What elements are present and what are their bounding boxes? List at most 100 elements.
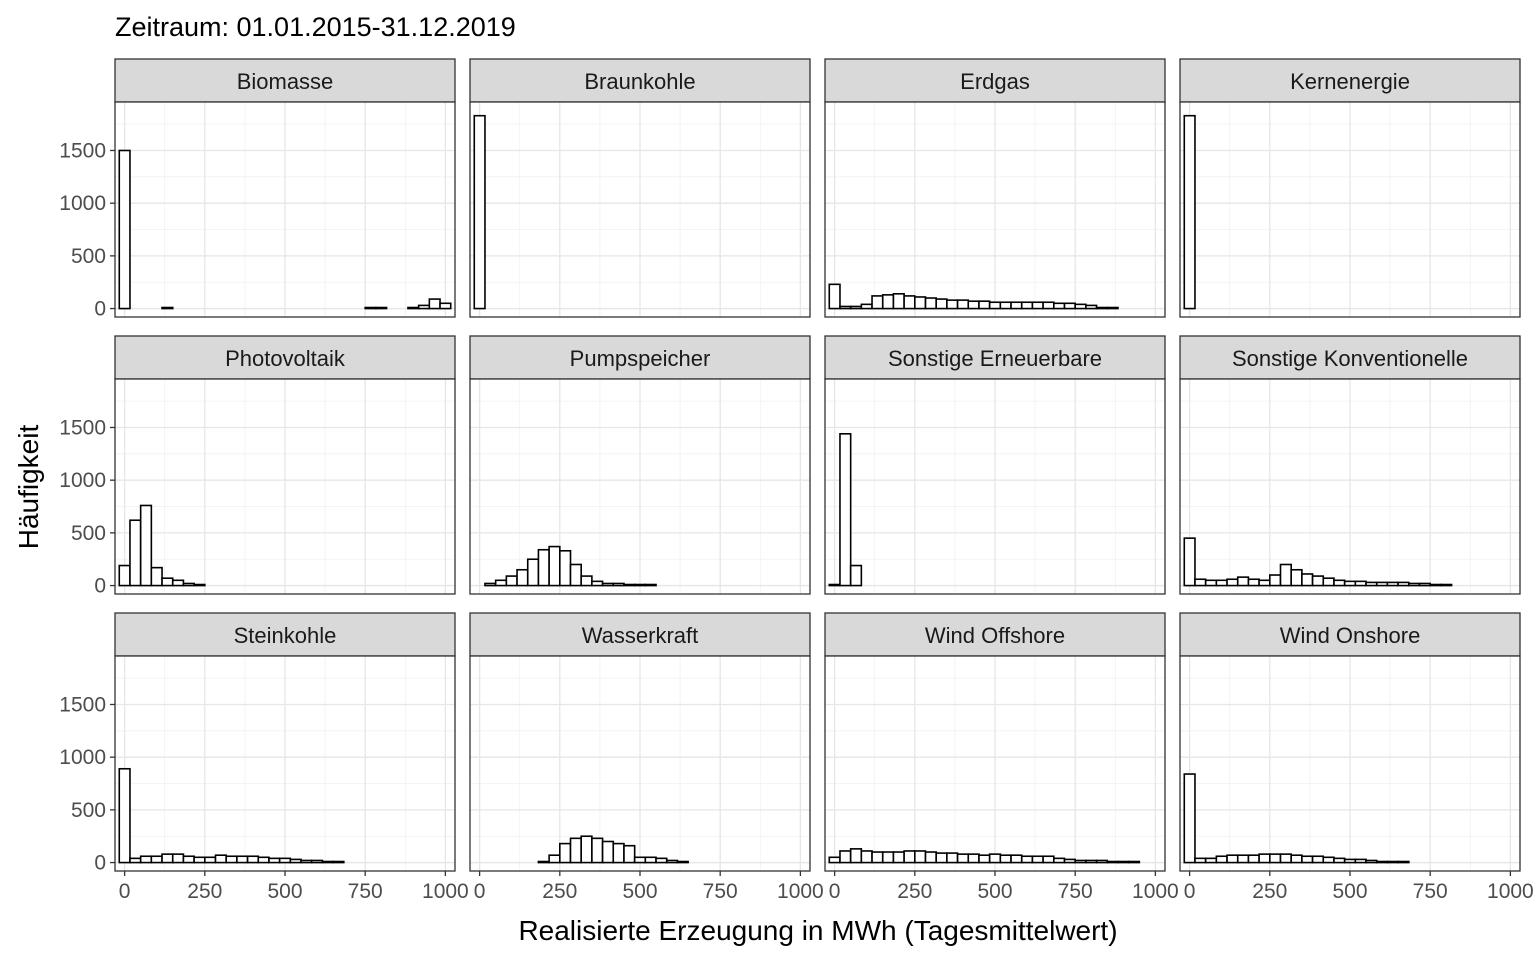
y-tick-label: 0 xyxy=(94,298,106,321)
histogram-bar xyxy=(182,855,195,864)
histogram-bar xyxy=(881,294,895,310)
histogram-bar xyxy=(839,850,852,864)
histogram-bars xyxy=(118,149,452,310)
histogram-bar xyxy=(935,852,948,864)
panel-border xyxy=(469,378,811,595)
histogram-bar xyxy=(1085,859,1098,864)
histogram-bar xyxy=(988,301,1002,310)
histogram-bars xyxy=(828,433,863,587)
histogram-bar xyxy=(1365,859,1378,864)
histogram-bar xyxy=(999,301,1012,310)
histogram-bar xyxy=(1311,855,1325,864)
histogram-bar xyxy=(924,851,937,864)
facet-label: Wind Onshore xyxy=(1280,623,1421,648)
y-tick-label: 1000 xyxy=(59,746,106,769)
histogram-bar xyxy=(1247,854,1260,864)
panel-border xyxy=(469,101,811,318)
histogram-bar xyxy=(946,852,959,864)
histogram-bar xyxy=(375,306,388,310)
histogram-bar xyxy=(1440,583,1453,587)
histogram-bar xyxy=(601,840,615,864)
facet-panel: Wasserkraft 0 250 500 750 1000 xyxy=(469,612,824,903)
histogram-bar xyxy=(1236,854,1250,864)
y-tick-label: 500 xyxy=(71,522,106,545)
y-tick-label: 0 xyxy=(94,575,106,598)
panel-border xyxy=(114,378,456,595)
histogram-bar xyxy=(1279,853,1292,864)
histogram-bar xyxy=(537,860,550,864)
y-tick-label: 1000 xyxy=(59,469,106,492)
histogram-bar xyxy=(1183,537,1196,587)
histogram-bar xyxy=(1031,855,1044,864)
histogram-bar xyxy=(1215,855,1228,864)
facet-label: Kernenergie xyxy=(1290,69,1410,94)
histogram-bar xyxy=(655,857,668,864)
facet-panel: Wind Onshore 0 250 500 750 1000 xyxy=(1179,612,1534,903)
histogram-bar xyxy=(1386,581,1399,587)
histogram-bar xyxy=(1042,301,1055,310)
histogram-bar xyxy=(999,854,1012,864)
x-tick-label: 750 xyxy=(703,880,738,903)
histogram-bar xyxy=(1408,582,1421,587)
histogram-bar xyxy=(559,549,572,587)
histogram-bar xyxy=(1020,855,1034,864)
facet-strip xyxy=(114,612,456,657)
histogram-bar xyxy=(967,853,980,864)
histogram-bars xyxy=(1183,773,1410,864)
histogram-bar xyxy=(1042,855,1055,864)
histogram-bar xyxy=(1258,853,1271,864)
y-tick-label: 1500 xyxy=(59,693,106,716)
histogram-bar xyxy=(892,851,905,864)
histogram-bar xyxy=(1397,581,1410,587)
histogram-bar xyxy=(278,857,292,864)
histogram-bar xyxy=(129,857,142,864)
facet-panel: Kernenergie xyxy=(1179,58,1521,318)
x-tick-label: 1000 xyxy=(1132,880,1179,903)
histogram-bar xyxy=(881,851,895,864)
histogram-bar xyxy=(1247,578,1260,587)
histogram-bar xyxy=(118,149,131,310)
x-tick-label: 0 xyxy=(1184,880,1196,903)
histogram-bar xyxy=(676,860,689,864)
histogram-bar xyxy=(268,857,281,864)
y-tick-label: 500 xyxy=(71,245,106,268)
x-axis-title: Realisierte Erzeugung in MWh (Tagesmitte… xyxy=(518,915,1117,946)
facet-grid: Biomasse 0 500 1000 1500 Braunkohle Erdgas Kern… xyxy=(59,58,1534,903)
histogram-bar xyxy=(1301,855,1314,864)
histogram-bar xyxy=(204,856,217,864)
facet-panel: Braunkohle xyxy=(469,58,811,318)
histogram-bar xyxy=(1301,573,1314,587)
x-tick-label: 1000 xyxy=(422,880,469,903)
histogram-bar xyxy=(1322,577,1335,587)
histogram-bar xyxy=(1418,582,1431,587)
histogram-bar xyxy=(1354,858,1367,864)
x-tick-label: 500 xyxy=(977,880,1012,903)
y-axis-title: Häufigkeit xyxy=(13,425,44,550)
x-tick-label: 750 xyxy=(348,880,383,903)
facet-label: Sonstige Erneuerbare xyxy=(888,346,1102,371)
facet-panel: Wind Offshore 0 250 500 750 1000 xyxy=(824,612,1179,903)
histogram-bars xyxy=(118,504,206,587)
histogram-bar xyxy=(548,545,561,587)
histogram-bar xyxy=(1311,575,1325,587)
histogram-bar xyxy=(644,856,657,864)
histogram-bar xyxy=(612,582,625,587)
histogram-bar xyxy=(978,854,991,864)
histogram-bar xyxy=(839,433,852,587)
histogram-bars xyxy=(537,835,689,864)
histogram-bar xyxy=(828,583,841,587)
histogram-bar xyxy=(1053,857,1066,864)
gridlines xyxy=(470,102,810,317)
histogram-bar xyxy=(871,295,884,310)
facet-label: Photovoltaik xyxy=(225,346,346,371)
y-tick-label: 1000 xyxy=(59,192,106,215)
histogram-bar xyxy=(644,583,657,587)
facet-strip xyxy=(1179,335,1521,380)
histogram-bar xyxy=(1194,578,1207,587)
histogram-bar xyxy=(1322,856,1335,864)
facet-panel: Photovoltaik 0 500 1000 1500 xyxy=(59,335,456,598)
histogram-bar xyxy=(1333,579,1346,587)
histogram-bar xyxy=(849,564,863,587)
histogram-bar xyxy=(225,855,238,864)
